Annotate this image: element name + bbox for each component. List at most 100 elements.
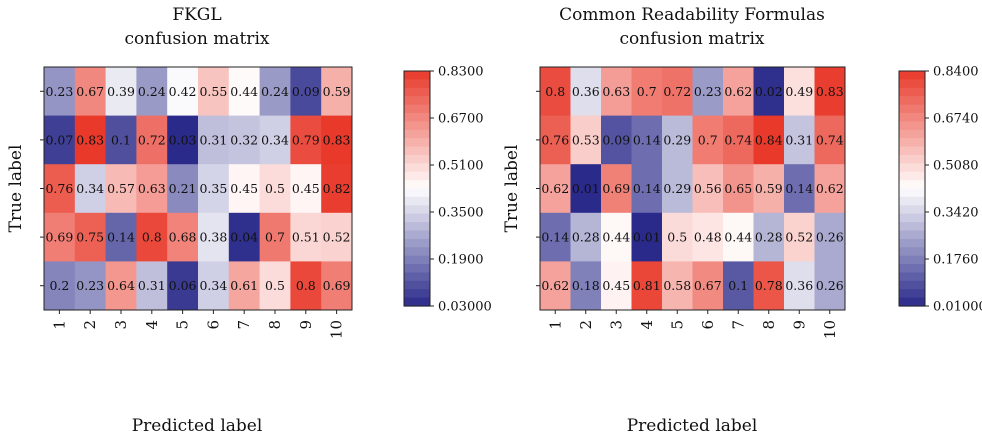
x-tick-label: 3: [112, 320, 130, 330]
cell-value-label: 0.81: [633, 278, 661, 293]
heatmap-cell: [723, 115, 754, 165]
colorbar-segment: [404, 230, 430, 240]
cell-value-label: 0.45: [602, 278, 630, 293]
colorbar-segment: [404, 171, 430, 181]
heatmap-cell: [570, 212, 602, 262]
cell-value-label: 0.78: [755, 278, 783, 293]
heatmap-cell: [540, 261, 571, 311]
cell-value-label: 0.29: [663, 132, 691, 147]
cell-value-label: 0.8: [296, 278, 316, 293]
cell-value-label: 0.8: [142, 230, 162, 245]
colorbar-tick-label: 0.6700: [438, 112, 484, 127]
cell-value-label: 0.59: [323, 84, 351, 99]
cell-value-label: 0.23: [76, 278, 104, 293]
heatmap-cell: [290, 67, 322, 117]
cell-value-label: 0.55: [199, 84, 227, 99]
heatmap-cell: [136, 212, 168, 262]
heatmap-cell: [692, 164, 724, 214]
heatmap-cell: [784, 212, 815, 262]
x-tick-label: 1: [50, 320, 68, 330]
heatmap-cell: [631, 164, 663, 214]
heatmap-cell: [228, 261, 261, 311]
heatmap-cell: [784, 115, 815, 165]
heatmap-cell: [321, 67, 353, 117]
cell-value-label: 0.7: [698, 132, 718, 147]
cell-value-label: 0.69: [602, 181, 630, 196]
colorbar-segment: [899, 146, 925, 156]
cell-value-label: 0.83: [76, 132, 104, 147]
colorbar-tick-label: 0.1760: [933, 253, 979, 268]
x-axis-label: Predicted label: [627, 416, 758, 436]
heatmap-cell: [753, 212, 785, 262]
heatmap-cell: [74, 115, 107, 165]
heatmap-cell: [814, 261, 846, 311]
heatmap-cell: [44, 261, 76, 311]
cell-value-label: 0.79: [292, 132, 320, 147]
heatmap-cell: [723, 67, 754, 117]
colorbar-segment: [404, 238, 430, 248]
colorbar-segment: [899, 171, 925, 181]
colorbar-segment: [899, 280, 925, 290]
colorbar-segment: [404, 213, 430, 223]
cell-value-label: 0.32: [230, 132, 258, 147]
heatmap-cell: [784, 261, 815, 311]
cell-value-label: 0.62: [541, 278, 569, 293]
cell-value-label: 0.58: [663, 278, 691, 293]
cell-value-label: 0.01: [633, 230, 661, 245]
cell-value-label: 0.5: [667, 230, 687, 245]
cell-value-label: 0.07: [45, 132, 73, 147]
cell-value-label: 0.23: [45, 84, 73, 99]
heatmap-cell: [814, 164, 846, 214]
colorbar-segment: [899, 154, 925, 164]
cell-value-label: 0.69: [323, 278, 351, 293]
heatmap-cell: [198, 67, 230, 117]
x-tick-label: 6: [699, 320, 717, 330]
colorbar-tick-label: 0.03000: [438, 300, 492, 315]
colorbar-segment: [404, 180, 430, 190]
heatmap-cell: [74, 67, 107, 117]
chart-title-line: Common Readability Formulas: [559, 5, 825, 25]
colorbar-segment: [404, 104, 430, 114]
heatmap-cell: [167, 261, 199, 311]
colorbar-segment: [404, 96, 430, 106]
cell-value-label: 0.69: [45, 230, 73, 245]
chart-title-line: confusion matrix: [620, 29, 765, 49]
colorbar-tick-label: 0.8400: [933, 65, 979, 80]
colorbar-segment: [404, 289, 430, 299]
heatmap-cell: [105, 67, 137, 117]
heatmap-cell: [753, 164, 785, 214]
x-tick-label: 10: [821, 320, 839, 339]
heatmap-cell: [228, 164, 261, 214]
heatmap-cell: [784, 67, 815, 117]
cell-value-label: 0.29: [663, 181, 691, 196]
heatmap-cell: [753, 115, 785, 165]
heatmap-cell: [814, 212, 846, 262]
cell-value-label: 0.1: [728, 278, 748, 293]
heatmap-cell: [74, 212, 107, 262]
cell-value-label: 0.18: [572, 278, 600, 293]
colorbar-segment: [404, 196, 430, 206]
x-tick-label: 9: [297, 320, 315, 330]
cell-value-label: 0.09: [292, 84, 320, 99]
cell-value-label: 0.83: [816, 84, 844, 99]
x-axis-label: Predicted label: [132, 416, 263, 436]
x-tick-label: 6: [204, 320, 222, 330]
heatmap-cell: [198, 261, 230, 311]
heatmap-cell: [290, 261, 322, 311]
heatmap-cell: [105, 261, 137, 311]
x-tick-label: 7: [235, 320, 253, 330]
cell-value-label: 0.75: [76, 230, 104, 245]
colorbar-frame: [898, 70, 926, 307]
colorbar-segment: [899, 180, 925, 190]
heatmap-cell: [601, 164, 632, 214]
cell-value-label: 0.62: [541, 181, 569, 196]
colorbar-segment: [899, 71, 925, 80]
colorbar-segment: [404, 188, 430, 198]
cell-value-label: 0.49: [785, 84, 813, 99]
heatmap-cell: [570, 67, 602, 117]
heatmap-cell: [692, 67, 724, 117]
y-axis-label: True label: [6, 145, 26, 233]
cell-value-label: 0.62: [724, 84, 752, 99]
colorbar-segment: [404, 255, 430, 265]
heatmap-cell: [662, 67, 693, 117]
